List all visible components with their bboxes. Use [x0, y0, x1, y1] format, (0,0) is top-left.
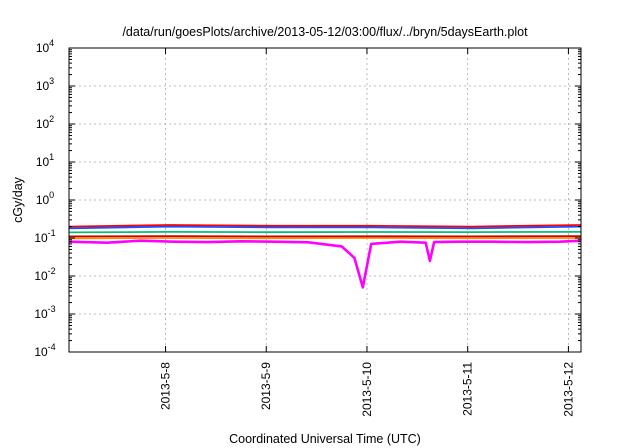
y-tick-exponent: 4 — [49, 38, 54, 48]
y-tick-exponent: -4 — [48, 342, 56, 352]
y-tick-label: 10-1 — [34, 228, 55, 245]
y-tick-label: 100 — [36, 190, 54, 207]
y-tick-base: 10 — [34, 307, 48, 321]
y-tick-exponent: 1 — [49, 152, 54, 162]
y-tick-base: 10 — [36, 155, 50, 169]
y-tick-base: 10 — [34, 231, 48, 245]
y-tick-label: 104 — [36, 38, 54, 55]
y-tick-base: 10 — [34, 269, 48, 283]
y-tick-label: 10-2 — [34, 266, 55, 283]
x-tick-label: 2013-5-9 — [259, 362, 273, 410]
x-axis-ticks: 2013-5-8 2013-5-9 2013-5-10 2013-5-11 2013-5… — [159, 48, 575, 417]
y-tick-base: 10 — [34, 345, 48, 359]
y-tick-exponent: -3 — [48, 304, 56, 314]
x-tick-label: 2013-5-10 — [360, 362, 374, 417]
y-tick-exponent: 3 — [49, 76, 54, 86]
y-tick-exponent: 2 — [49, 114, 54, 124]
y-tick-label: 10-3 — [34, 304, 55, 321]
x-tick-label: 2013-5-8 — [159, 362, 173, 410]
series-line-4 — [68, 230, 582, 234]
y-axis-label: cGy/day — [11, 176, 25, 223]
series-line-5 — [68, 224, 582, 228]
x-tick-label: 2013-5-12 — [561, 362, 575, 417]
y-tick-label: 103 — [36, 76, 54, 93]
grid-lines — [69, 48, 581, 352]
y-tick-exponent: -1 — [48, 228, 56, 238]
y-tick-base: 10 — [36, 117, 50, 131]
series-lines — [68, 224, 582, 289]
y-tick-base: 10 — [36, 79, 50, 93]
series-line-6 — [68, 225, 582, 230]
chart-title: /data/run/goesPlots/archive/2013-05-12/0… — [122, 25, 528, 39]
x-tick-label: 2013-5-11 — [461, 362, 475, 416]
y-tick-label: 102 — [36, 114, 54, 131]
x-axis-label: Coordinated Universal Time (UTC) — [229, 432, 421, 446]
y-tick-exponent: -2 — [48, 266, 56, 276]
y-tick-label: 10-4 — [34, 342, 55, 359]
y-tick-base: 10 — [36, 193, 50, 207]
series-line-1 — [68, 239, 582, 289]
y-tick-exponent: 0 — [49, 190, 54, 200]
y-tick-label: 101 — [36, 152, 54, 169]
y-tick-base: 10 — [36, 41, 50, 55]
